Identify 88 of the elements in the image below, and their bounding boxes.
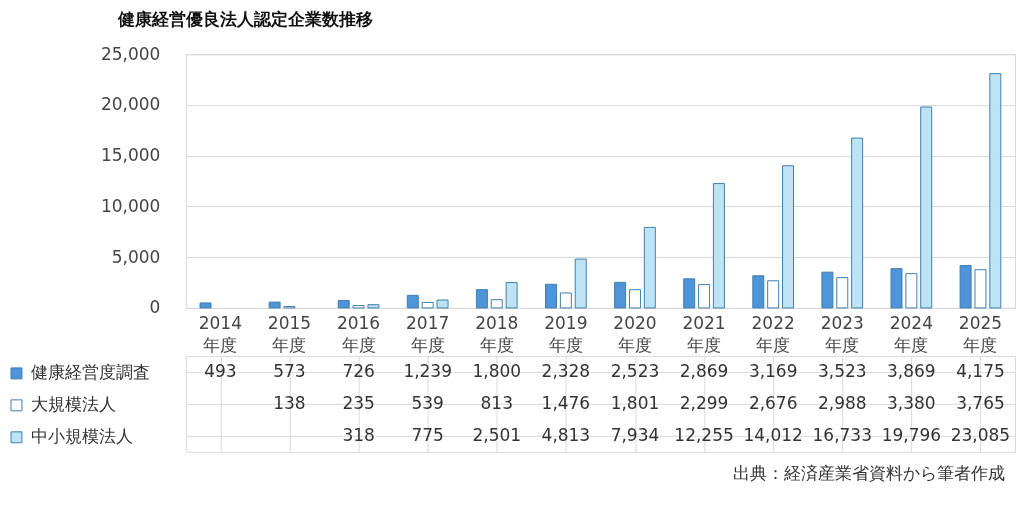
x-tick-label: 2024年度 [889, 313, 933, 356]
data-label: 1,239 [403, 360, 452, 381]
bar [475, 289, 488, 309]
bar [698, 284, 711, 309]
chart-title: 健康経営優良法人認定企業数推移 [116, 8, 373, 29]
data-label: 138 [273, 392, 306, 413]
data-label: 3,869 [887, 360, 936, 381]
data-label: 23,085 [950, 424, 1011, 445]
data-label: 235 [342, 392, 375, 413]
bar [821, 271, 834, 309]
data-label: 775 [411, 424, 444, 445]
bar [989, 73, 1002, 309]
data-label: 12,255 [674, 424, 734, 445]
data-label: 16,733 [812, 424, 872, 445]
y-tick-label: 10,000 [100, 195, 161, 216]
x-tick-label: 2019年度 [544, 313, 588, 356]
bar [905, 273, 918, 309]
bar [974, 269, 987, 309]
bar [683, 278, 696, 309]
bar [643, 226, 656, 309]
data-label: 539 [411, 392, 444, 413]
data-label: 2,676 [748, 392, 798, 413]
data-label: 573 [273, 360, 306, 381]
data-label: 14,012 [743, 424, 803, 445]
data-label: 2,299 [679, 392, 729, 413]
bar [851, 137, 864, 309]
bar [559, 292, 572, 309]
data-label: 2,328 [541, 360, 591, 381]
x-tick-label: 2020年度 [613, 313, 657, 356]
x-tick-label: 2018年度 [475, 313, 519, 356]
data-label: 3,765 [956, 392, 1005, 413]
x-tick-label: 2021年度 [682, 313, 726, 356]
data-label: 3,169 [748, 360, 798, 381]
data-label: 2,523 [610, 360, 660, 381]
bar [367, 304, 380, 309]
x-tick-label: 2023年度 [820, 313, 864, 356]
x-tick-label: 2017年度 [406, 313, 450, 356]
bar [614, 281, 627, 309]
bar [505, 282, 518, 309]
bar [436, 299, 449, 309]
data-label: 318 [342, 424, 375, 445]
bar [752, 275, 765, 309]
y-tick-label: 0 [149, 297, 161, 318]
bar [767, 280, 780, 309]
data-label: 19,796 [881, 424, 942, 445]
data-label: 2,501 [472, 424, 522, 445]
data-label: 493 [204, 360, 237, 381]
bar [959, 265, 972, 309]
data-label: 726 [342, 360, 375, 381]
legend-label: 大規模法人 [30, 394, 116, 415]
x-tick-label: 2025年度 [958, 313, 1003, 356]
bar [421, 301, 434, 309]
data-label: 813 [480, 392, 513, 413]
bar [352, 305, 365, 309]
bar [712, 183, 725, 309]
legend-label: 中小規模法人 [30, 426, 133, 447]
x-tick-label: 2015年度 [267, 313, 312, 356]
x-tick-label: 2022年度 [751, 313, 795, 356]
source-note: 出典：経済産業省資料から筆者作成 [733, 462, 1006, 483]
data-label: 2,869 [679, 360, 729, 381]
bar [574, 258, 587, 309]
bar [890, 268, 903, 309]
bar [337, 300, 350, 309]
data-label: 4,175 [956, 360, 1005, 381]
data-label: 4,813 [541, 424, 591, 445]
data-label: 1,476 [541, 392, 591, 413]
data-label: 1,800 [472, 360, 522, 381]
legend-label: 健康経営度調査 [30, 362, 150, 383]
bar [782, 165, 795, 309]
bar [836, 277, 849, 309]
bar [920, 106, 933, 309]
x-tick-label: 2014年度 [198, 313, 242, 356]
data-label: 2,988 [817, 392, 867, 413]
bar [490, 299, 503, 309]
bar [199, 302, 212, 309]
bar [406, 294, 419, 309]
y-tick-label: 5,000 [111, 246, 161, 267]
x-tick-label: 2016年度 [336, 313, 381, 356]
bar [545, 283, 557, 309]
data-label: 7,934 [610, 424, 660, 445]
y-tick-label: 15,000 [100, 145, 161, 166]
data-label: 3,523 [817, 360, 867, 381]
data-label: 1,801 [610, 392, 660, 413]
y-tick-label: 25,000 [100, 43, 161, 64]
bar [268, 301, 281, 309]
data-label: 3,380 [887, 392, 936, 413]
bar [628, 289, 641, 309]
y-tick-label: 20,000 [100, 94, 161, 115]
